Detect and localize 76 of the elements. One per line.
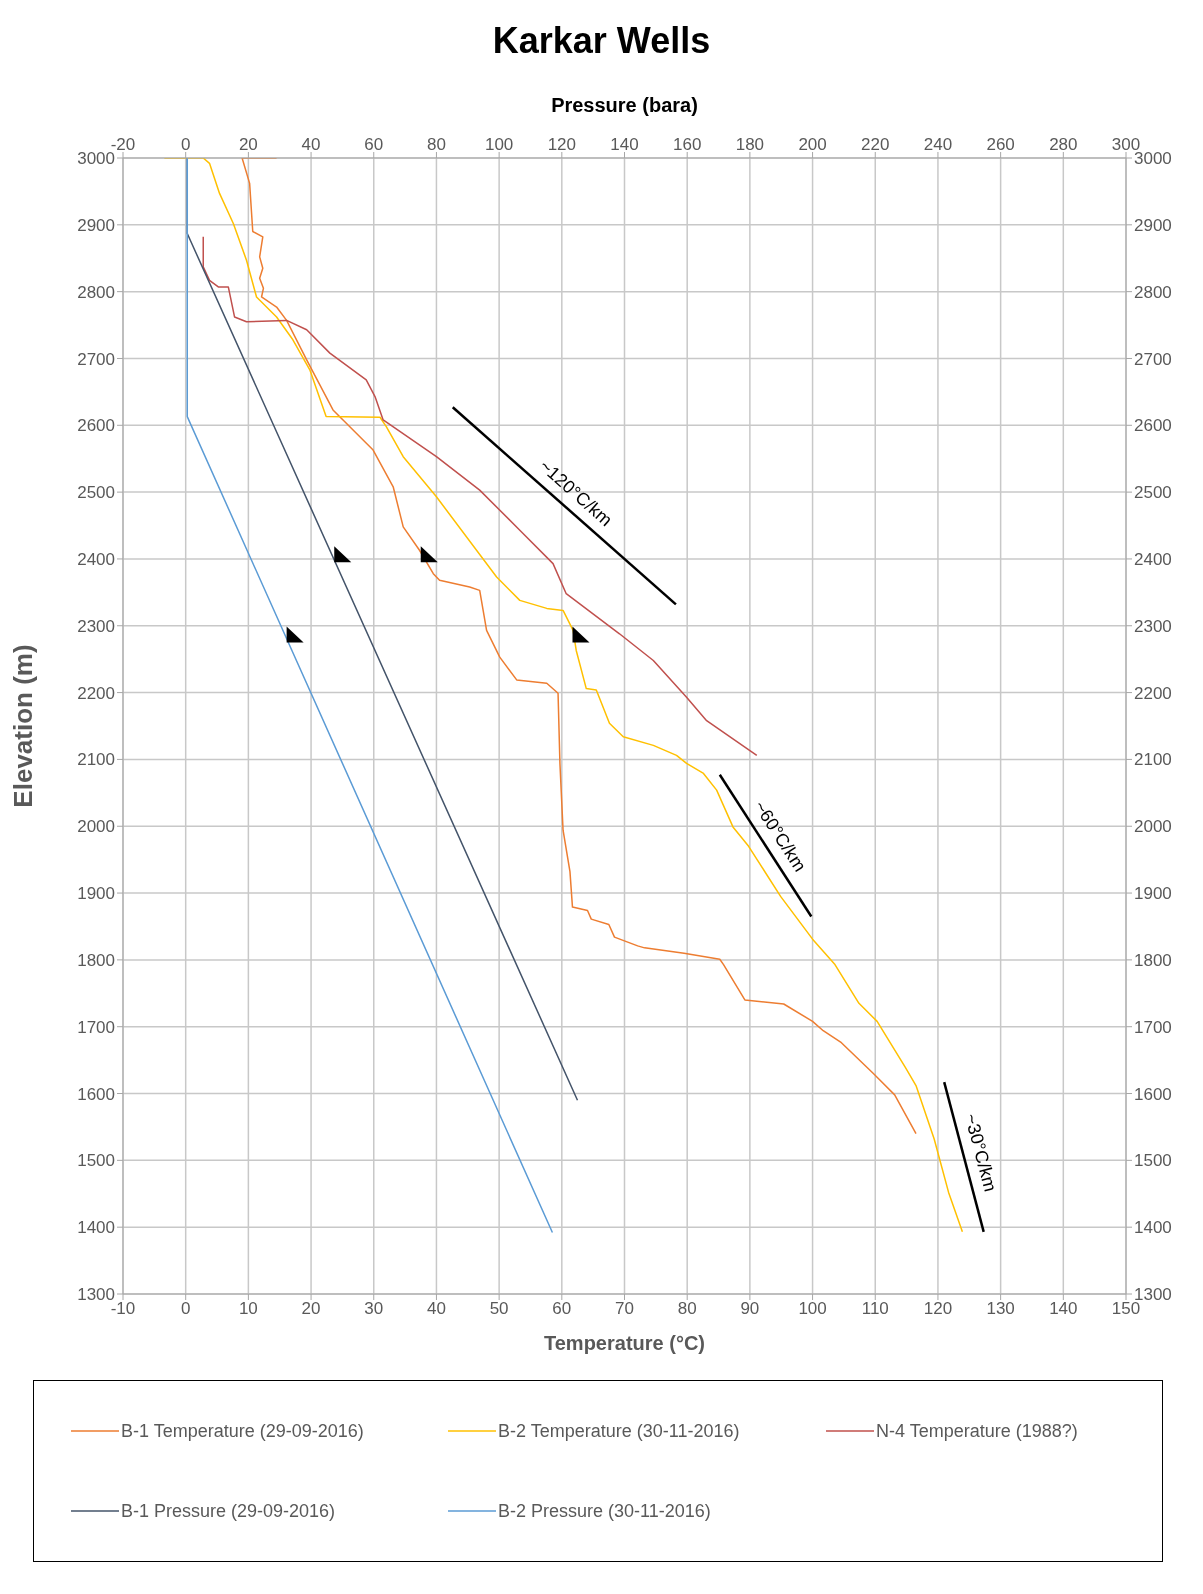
y-tick-label: 2500 [77,483,115,503]
y-tick-label: 2900 [77,215,115,235]
y-tick-label: 2400 [77,549,115,569]
x2-tick-label: 180 [735,135,765,154]
y2-tick-label: 1800 [1134,950,1172,970]
y-tick-label: 2300 [77,616,115,636]
x2-tick-label: 200 [798,135,827,154]
x-tick-label: 130 [986,1299,1015,1319]
x2-tick-label: 20 [238,135,258,154]
y-tick-label: 2100 [77,750,115,770]
x-tick-label: 60 [552,1299,572,1319]
y2-tick-label: 2600 [1134,416,1172,436]
x-tick-label: 70 [615,1299,634,1319]
x-tick-label: 80 [677,1299,697,1319]
y-tick-label: 1500 [77,1151,115,1171]
x2-tick-label: 140 [610,135,639,154]
y2-tick-label: 2500 [1134,483,1172,503]
x2-tick-label: 80 [426,135,446,154]
y-axis-title: Elevation (m) [8,644,39,808]
x2-tick-label: 280 [1049,135,1078,154]
y-tick-label: 1700 [77,1017,115,1037]
y2-tick-label: 2100 [1134,750,1172,770]
x2-tick-label: 240 [923,135,953,154]
x-tick-label: 50 [489,1299,509,1319]
y-tick-label: 1600 [77,1084,115,1104]
y2-tick-label: 2900 [1134,215,1172,235]
x-tick-label: 140 [1049,1299,1078,1319]
line-series [241,158,917,1135]
y2-tick-label: 2300 [1134,616,1172,636]
line-series [202,236,758,757]
y2-tick-label: 3000 [1134,149,1172,169]
x2-tick-label: 60 [364,135,384,154]
x-tick-label: 90 [740,1299,760,1319]
x-tick-label: 20 [301,1299,321,1319]
x-tick-label: 120 [923,1299,953,1319]
y2-tick-label: 2700 [1134,349,1172,369]
x2-tick-label: 260 [986,135,1015,154]
chart-title: Karkar Wells [491,20,712,62]
x-tick-label: 40 [426,1299,446,1319]
y2-tick-label: 2000 [1134,817,1172,837]
y-tick-label: 2600 [77,416,115,436]
y2-tick-label: 1500 [1134,1151,1172,1171]
y-tick-label: 1900 [77,884,115,904]
legend-label: B-2 Pressure (30-11-2016) [498,1500,711,1522]
x2-tick-label: 40 [301,135,321,154]
y-tick-label: 2800 [77,282,115,302]
x2-axis-title: Pressure (bara) [551,94,698,117]
y2-tick-label: 2200 [1134,683,1172,703]
y-tick-label: 1400 [77,1218,115,1238]
y-tick-label: 2700 [77,349,115,369]
y-tick-label: 3000 [77,149,115,169]
y-tick-label: 1800 [77,950,115,970]
legend-label: B-2 Temperature (30-11-2016) [498,1420,740,1442]
y2-tick-label: 1400 [1134,1218,1172,1238]
x-tick-label: 110 [861,1299,889,1319]
x-tick-label: 0 [180,1299,191,1319]
x2-tick-label: 220 [861,135,890,154]
x-tick-label: 10 [238,1299,258,1319]
x-tick-label: 30 [364,1299,384,1319]
y-tick-label: 2200 [77,683,115,703]
x2-tick-label: 120 [547,135,576,154]
x2-tick-label: 0 [180,135,191,154]
x2-tick-label: 160 [673,135,702,154]
y2-tick-label: 1600 [1134,1084,1172,1104]
y-tick-label: 2000 [77,817,115,837]
x2-tick-label: 100 [484,135,514,154]
legend-label: B-1 Pressure (29-09-2016) [121,1500,336,1522]
y2-tick-label: 2800 [1134,282,1172,302]
y2-tick-label: 1700 [1134,1017,1172,1037]
legend-label: N-4 Temperature (1988?) [876,1420,1078,1442]
y2-tick-label: 1900 [1134,884,1172,904]
annotation: ~30°C/km [960,1111,1001,1194]
x-axis-title: Temperature (°C) [544,1332,705,1354]
legend-label: B-1 Temperature (29-09-2016) [121,1420,364,1442]
x-tick-label: 100 [798,1299,827,1319]
y2-tick-label: 2400 [1134,549,1172,569]
